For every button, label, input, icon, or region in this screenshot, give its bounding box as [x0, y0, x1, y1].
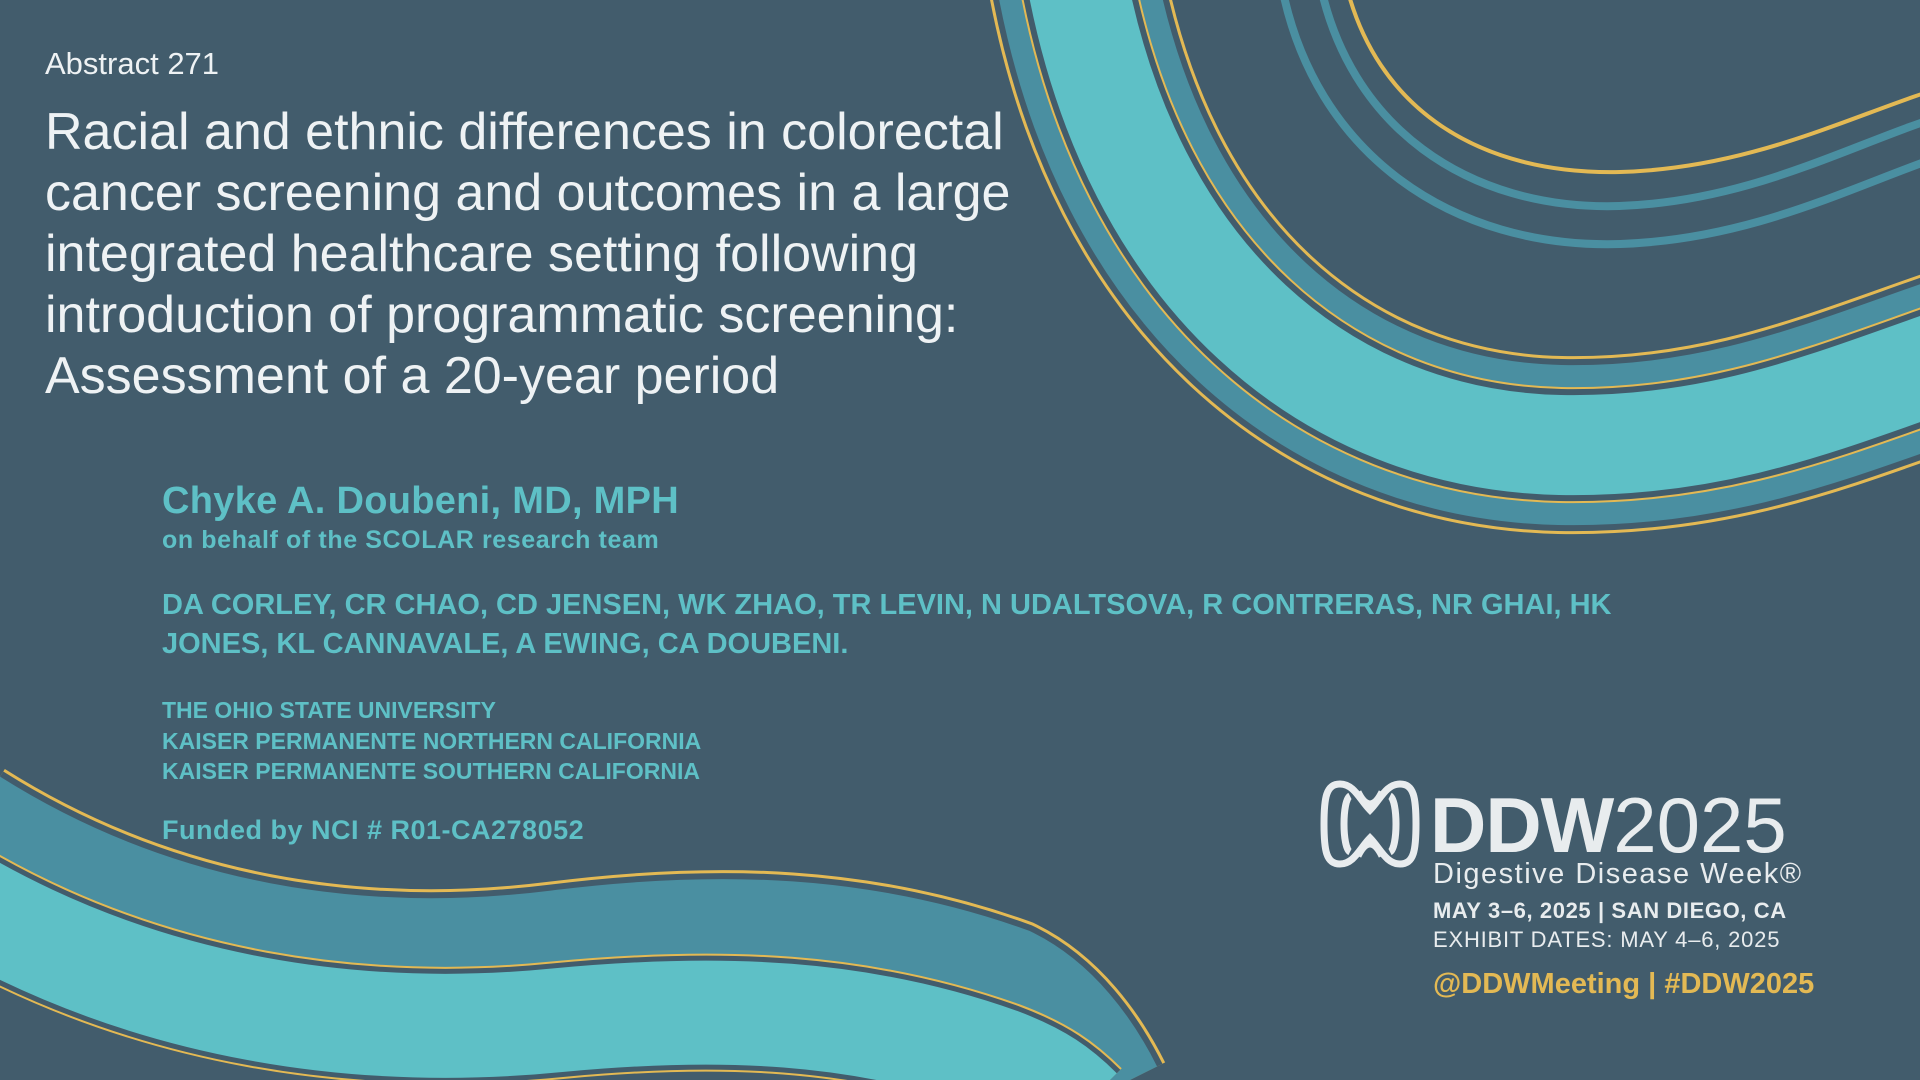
author-line: JONES, KL CANNAVALE, A EWING, CA DOUBENI…: [162, 628, 849, 660]
title-line: Assessment of a 20-year period: [45, 347, 780, 405]
title-line: integrated healthcare setting following: [45, 225, 919, 283]
affiliation-item: KAISER PERMANENTE SOUTHERN CALIFORNIA: [162, 758, 700, 784]
title-line: Racial and ethnic differences in colorec…: [45, 103, 1004, 161]
abstract-number: Abstract 271: [45, 46, 220, 81]
presenter-note: on behalf of the SCOLAR research team: [162, 526, 660, 554]
author-list: DA CORLEY, CR CHAO, CD JENSEN, WK ZHAO, …: [162, 586, 1682, 664]
title-line: introduction of programmatic screening:: [45, 286, 959, 344]
affiliation-list: THE OHIO STATE UNIVERSITY KAISER PERMANE…: [162, 695, 701, 787]
presentation-title: Racial and ethnic differences in colorec…: [45, 102, 1165, 407]
ddw-interlocking-rings-icon: [1320, 780, 1420, 868]
bottom-left-wave: [0, 768, 1166, 1080]
affiliation-item: THE OHIO STATE UNIVERSITY: [162, 697, 496, 723]
author-line: DA CORLEY, CR CHAO, CD JENSEN, WK ZHAO, …: [162, 589, 1612, 621]
ddw-logo-text: DDW2025: [1430, 782, 1787, 868]
top-right-wave: [990, 0, 1920, 535]
title-line: cancer screening and outcomes in a large: [45, 164, 1011, 222]
ddw-subtitle: Digestive Disease Week®: [1433, 858, 1803, 890]
affiliation-item: KAISER PERMANENTE NORTHERN CALIFORNIA: [162, 727, 702, 754]
ddw-logo-year: 2025: [1613, 781, 1787, 869]
social-handles: @DDWMeeting | #DDW2025: [1433, 968, 1815, 1000]
ddw-logo-bold: DDW: [1430, 781, 1614, 869]
funding-statement: Funded by NCI # R01-CA278052: [162, 815, 585, 845]
meeting-dates: MAY 3–6, 2025 | SAN DIEGO, CA: [1433, 898, 1787, 923]
exhibit-dates: EXHIBIT DATES: MAY 4–6, 2025: [1433, 927, 1781, 952]
presenter-name: Chyke A. Doubeni, MD, MPH: [162, 480, 680, 522]
